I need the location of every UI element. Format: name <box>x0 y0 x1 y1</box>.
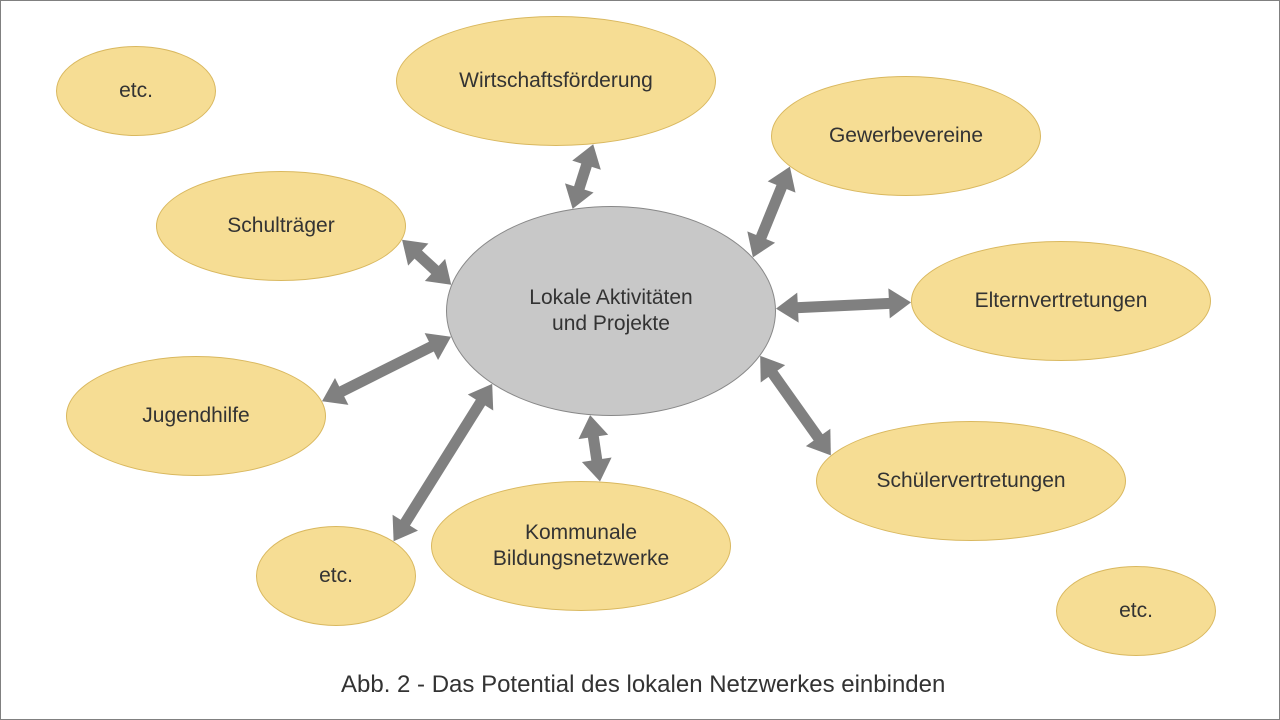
outer-node-elt: Elternvertretungen <box>911 241 1211 361</box>
node-label: Wirtschaftsförderung <box>459 68 653 94</box>
outer-node-wirt: Wirtschaftsförderung <box>396 16 716 146</box>
outer-node-etc2: etc. <box>256 526 416 626</box>
center-node: Lokale Aktivitätenund Projekte <box>446 206 776 416</box>
outer-node-komm: KommunaleBildungsnetzwerke <box>431 481 731 611</box>
node-label: Gewerbevereine <box>829 123 983 149</box>
node-label: Schulträger <box>227 213 334 239</box>
node-label: Schülervertretungen <box>876 468 1065 494</box>
node-label: etc. <box>1119 598 1153 624</box>
outer-node-etc3: etc. <box>1056 566 1216 656</box>
node-label: Jugendhilfe <box>142 403 249 429</box>
outer-node-jug: Jugendhilfe <box>66 356 326 476</box>
node-label: Elternvertretungen <box>975 288 1148 314</box>
diagram-frame: Wirtschaftsförderung Gewerbevereine Eltern… <box>0 0 1280 720</box>
figure-caption: Abb. 2 - Das Potential des lokalen Netzw… <box>341 671 945 699</box>
node-label: etc. <box>319 563 353 589</box>
center-node-label: Lokale Aktivitätenund Projekte <box>529 285 692 338</box>
outer-node-etc1: etc. <box>56 46 216 136</box>
outer-node-gewe: Gewerbevereine <box>771 76 1041 196</box>
node-label: etc. <box>119 78 153 104</box>
outer-node-schv: Schülervertretungen <box>816 421 1126 541</box>
outer-node-scht: Schulträger <box>156 171 406 281</box>
node-label: KommunaleBildungsnetzwerke <box>493 520 669 573</box>
